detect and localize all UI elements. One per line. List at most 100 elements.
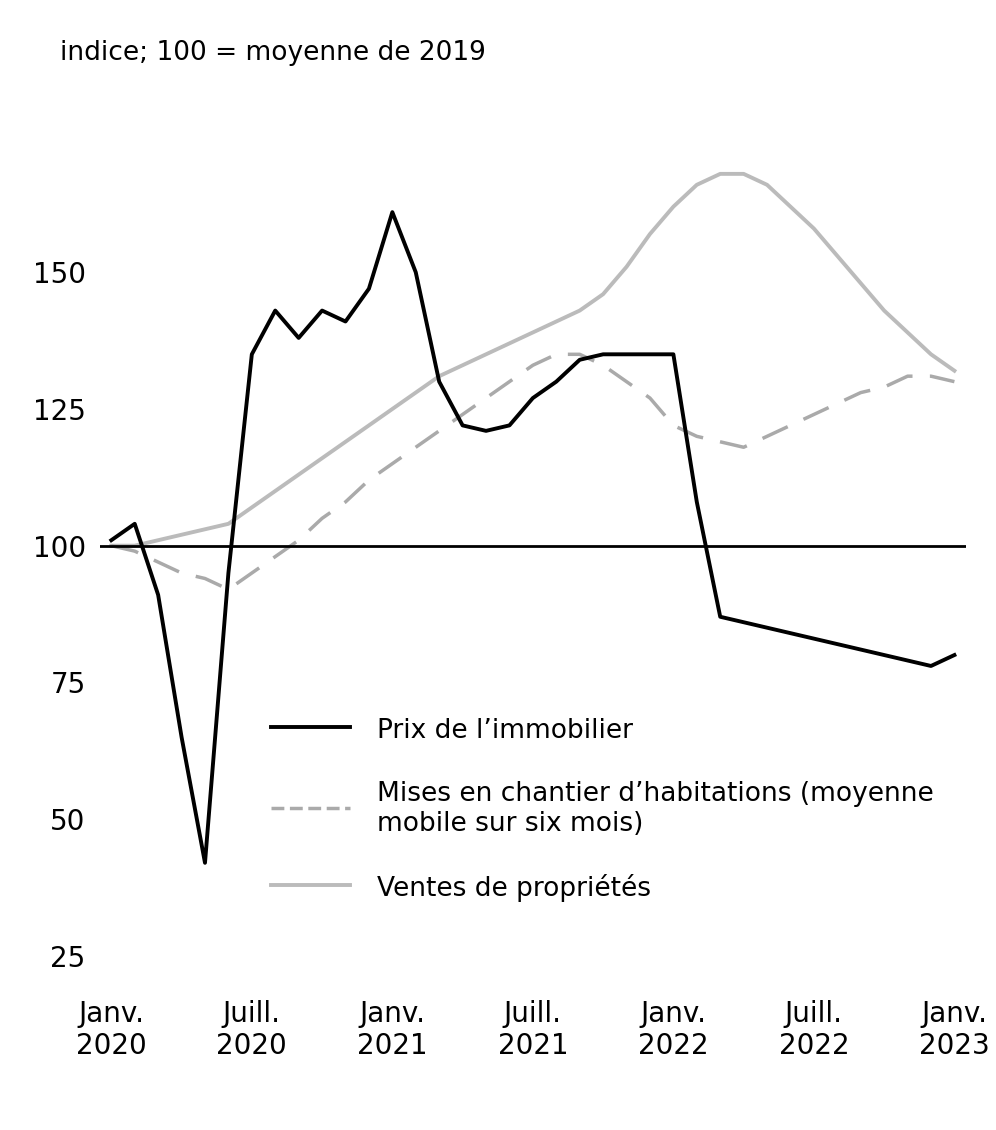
Line: Prix de l’immobilier: Prix de l’immobilier: [112, 174, 954, 546]
Mises en chantier d’habitations (moyenne
mobile sur six mois): [598, 358, 610, 372]
Prix de l’immobilier: [363, 418, 374, 432]
Mises en chantier d’habitations (moyenne
mobile sur six mois): [832, 397, 844, 410]
Ventes de propriétés: [246, 348, 258, 362]
Ventes de propriétés: [503, 418, 515, 432]
Mises en chantier d’habitations (moyenne
mobile sur six mois): [925, 370, 937, 383]
Prix de l’immobilier: [199, 522, 211, 536]
Mises en chantier d’habitations (moyenne
mobile sur six mois): [878, 381, 890, 394]
Prix de l’immobilier: [925, 348, 937, 362]
Mises en chantier d’habitations (moyenne
mobile sur six mois): [644, 391, 656, 405]
Ventes de propriétés: [386, 206, 398, 219]
Mises en chantier d’habitations (moyenne
mobile sur six mois): [714, 435, 726, 449]
Ventes de propriétés: [691, 495, 703, 508]
Prix de l’immobilier: [808, 221, 820, 235]
Mises en chantier d’habitations (moyenne
mobile sur six mois): [574, 348, 586, 362]
Mises en chantier d’habitations (moyenne
mobile sur six mois): [386, 457, 398, 470]
Prix de l’immobilier: [621, 260, 632, 273]
Prix de l’immobilier: [878, 304, 890, 318]
Ventes de propriétés: [316, 304, 328, 318]
Ventes de propriétés: [761, 620, 773, 634]
Prix de l’immobilier: [761, 179, 773, 192]
Line: Ventes de propriétés: Ventes de propriétés: [112, 212, 954, 863]
Ventes de propriétés: [574, 353, 586, 366]
Ventes de propriétés: [222, 566, 234, 580]
Prix de l’immobilier: [948, 364, 960, 377]
Ventes de propriétés: [106, 533, 118, 547]
Prix de l’immobilier: [574, 304, 586, 318]
Mises en chantier d’habitations (moyenne
mobile sur six mois): [269, 550, 281, 564]
Prix de l’immobilier: [433, 370, 445, 383]
Mises en chantier d’habitations (moyenne
mobile sur six mois): [293, 533, 305, 547]
Mises en chantier d’habitations (moyenne
mobile sur six mois): [761, 429, 773, 443]
Prix de l’immobilier: [480, 348, 492, 362]
Prix de l’immobilier: [409, 385, 421, 399]
Prix de l’immobilier: [316, 451, 328, 464]
Ventes de propriétés: [598, 348, 610, 362]
Ventes de propriétés: [551, 375, 563, 389]
Mises en chantier d’habitations (moyenne
mobile sur six mois): [433, 424, 445, 437]
Ventes de propriétés: [363, 281, 374, 295]
Ventes de propriétés: [433, 375, 445, 389]
Mises en chantier d’habitations (moyenne
mobile sur six mois): [175, 566, 187, 580]
Mises en chantier d’habitations (moyenne
mobile sur six mois): [106, 539, 118, 553]
Prix de l’immobilier: [293, 468, 305, 481]
Prix de l’immobilier: [386, 402, 398, 416]
Ventes de propriétés: [644, 348, 656, 362]
Mises en chantier d’habitations (moyenne
mobile sur six mois): [901, 370, 913, 383]
Mises en chantier d’habitations (moyenne
mobile sur six mois): [456, 408, 468, 421]
Ventes de propriétés: [409, 266, 421, 279]
Prix de l’immobilier: [503, 337, 515, 350]
Ventes de propriétés: [152, 588, 164, 601]
Mises en chantier d’habitations (moyenne
mobile sur six mois): [691, 429, 703, 443]
Ventes de propriétés: [128, 518, 140, 531]
Mises en chantier d’habitations (moyenne
mobile sur six mois): [808, 408, 820, 421]
Prix de l’immobilier: [667, 200, 679, 214]
Mises en chantier d’habitations (moyenne
mobile sur six mois): [409, 441, 421, 454]
Mises en chantier d’habitations (moyenne
mobile sur six mois): [222, 583, 234, 597]
Mises en chantier d’habitations (moyenne
mobile sur six mois): [316, 512, 328, 525]
Legend: Prix de l’immobilier, Mises en chantier d’habitations (moyenne
mobile sur six mo: Prix de l’immobilier, Mises en chantier …: [271, 715, 933, 902]
Mises en chantier d’habitations (moyenne
mobile sur six mois): [503, 375, 515, 389]
Prix de l’immobilier: [714, 167, 726, 181]
Mises en chantier d’habitations (moyenne
mobile sur six mois): [948, 375, 960, 389]
Ventes de propriétés: [738, 616, 750, 629]
Ventes de propriétés: [785, 626, 797, 640]
Prix de l’immobilier: [152, 533, 164, 547]
Ventes de propriétés: [269, 304, 281, 318]
Text: indice; 100 = moyenne de 2019: indice; 100 = moyenne de 2019: [60, 40, 486, 66]
Ventes de propriétés: [832, 637, 844, 651]
Prix de l’immobilier: [901, 325, 913, 339]
Mises en chantier d’habitations (moyenne
mobile sur six mois): [855, 385, 867, 399]
Mises en chantier d’habitations (moyenne
mobile sur six mois): [480, 391, 492, 405]
Prix de l’immobilier: [598, 287, 610, 301]
Ventes de propriétés: [480, 424, 492, 437]
Ventes de propriétés: [456, 418, 468, 432]
Mises en chantier d’habitations (moyenne
mobile sur six mois): [551, 348, 563, 362]
Mises en chantier d’habitations (moyenne
mobile sur six mois): [621, 375, 632, 389]
Prix de l’immobilier: [644, 227, 656, 241]
Ventes de propriétés: [293, 331, 305, 345]
Prix de l’immobilier: [340, 435, 352, 449]
Prix de l’immobilier: [246, 501, 258, 514]
Ventes de propriétés: [808, 632, 820, 645]
Prix de l’immobilier: [551, 315, 563, 329]
Prix de l’immobilier: [738, 167, 750, 181]
Ventes de propriétés: [855, 643, 867, 657]
Ventes de propriétés: [878, 649, 890, 662]
Mises en chantier d’habitations (moyenne
mobile sur six mois): [667, 418, 679, 432]
Ventes de propriétés: [621, 348, 632, 362]
Mises en chantier d’habitations (moyenne
mobile sur six mois): [363, 473, 374, 487]
Ventes de propriétés: [925, 659, 937, 672]
Mises en chantier d’habitations (moyenne
mobile sur six mois): [738, 441, 750, 454]
Prix de l’immobilier: [456, 358, 468, 372]
Prix de l’immobilier: [175, 528, 187, 541]
Ventes de propriétés: [527, 391, 539, 405]
Mises en chantier d’habitations (moyenne
mobile sur six mois): [128, 545, 140, 558]
Ventes de propriétés: [667, 348, 679, 362]
Mises en chantier d’habitations (moyenne
mobile sur six mois): [340, 495, 352, 508]
Prix de l’immobilier: [527, 325, 539, 339]
Prix de l’immobilier: [128, 539, 140, 553]
Ventes de propriétés: [340, 315, 352, 329]
Prix de l’immobilier: [832, 249, 844, 262]
Mises en chantier d’habitations (moyenne
mobile sur six mois): [199, 572, 211, 585]
